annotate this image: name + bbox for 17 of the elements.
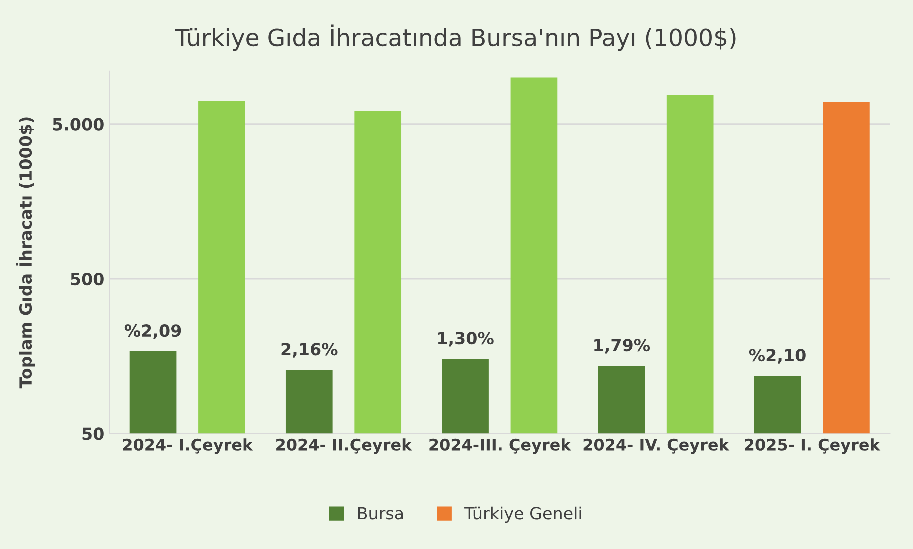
x-tick-label: 2025- I. Çeyrek bbox=[745, 438, 881, 454]
annotation: 2,16% bbox=[282, 343, 338, 358]
x-tick-label: 2024- II.Çeyrek bbox=[276, 438, 412, 454]
annotation: 1,30% bbox=[438, 332, 494, 347]
y-axis-title: Toplam Gıda İhracatı (1000$) bbox=[16, 118, 36, 389]
chart-title: Türkiye Gıda İhracatında Bursa'nın Payı (1000$) bbox=[175, 24, 736, 52]
x-tick-label: 2024- I.Çeyrek bbox=[123, 438, 254, 454]
legend-label: Bursa bbox=[358, 507, 404, 520]
annotation: %2,10 bbox=[749, 349, 806, 364]
annotation: %2,09 bbox=[124, 324, 182, 340]
legend-label: Türkiye Geneli bbox=[464, 506, 582, 524]
annotation: 1,79% bbox=[594, 339, 650, 354]
y-tick-label: 5.000 bbox=[53, 118, 104, 131]
y-tick-label: 500 bbox=[71, 272, 104, 286]
x-tick-label: 2024-III. Çeyrek bbox=[430, 438, 572, 454]
y-tick-label: 50 bbox=[82, 428, 104, 440]
x-tick-label: 2024- IV. Çeyrek bbox=[584, 438, 730, 454]
